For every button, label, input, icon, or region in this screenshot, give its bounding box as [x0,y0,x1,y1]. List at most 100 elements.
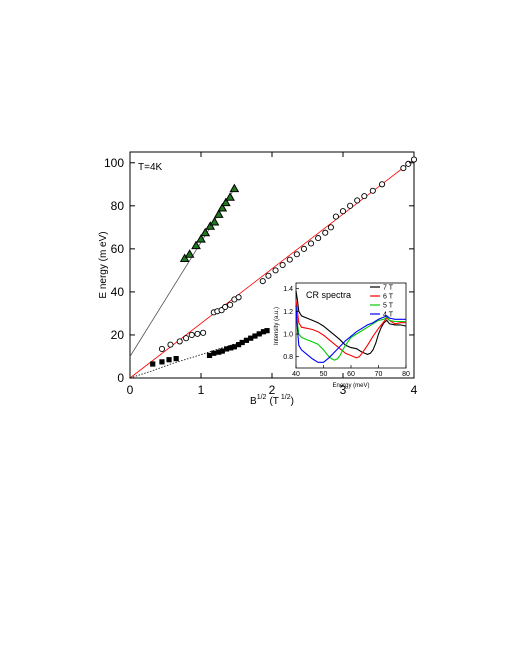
legend-label: 6 T [383,294,394,301]
circle-point [315,235,322,242]
square-point [231,344,237,350]
triangle-point [200,227,211,237]
triangle-point [191,240,201,250]
circle-point [183,335,190,342]
x-unit-close: ) [291,396,294,407]
x-unit-sup: 1/2 [281,394,291,401]
circle-point [378,181,386,188]
triangle-point [179,253,190,263]
circle-point [200,329,207,336]
x-label-sup: 1/2 [257,394,267,401]
inset-title: CR spectra [306,290,351,300]
circle-point [265,272,272,279]
square-point [206,352,213,358]
circle-point [405,160,412,167]
inset-spectra [295,290,407,363]
square-point [252,333,258,339]
circle-point [361,193,368,200]
inset-x-axis-label: Energy (meV) [332,383,369,389]
square-point [239,339,245,346]
triangle-point [225,192,235,201]
spectrum-line [295,299,406,359]
inset-x-tick-label: 50 [320,371,328,378]
circle-point [339,208,347,215]
square-point [211,350,217,356]
square-point [248,335,254,341]
data-markers [150,156,418,367]
legend-label: 5 T [383,303,394,310]
square-point [264,328,270,334]
circle-point [332,213,339,220]
inset-ticks: 40 50 60 70 80 0.8 1.0 1.2 1.4 [283,286,410,378]
square-point [150,361,156,367]
inset-x-tick-label: 60 [347,371,355,378]
circle-point [400,165,407,172]
legend-label: 4 T [383,312,394,319]
x-tick-label: 3 [340,383,347,397]
triangle-point [209,216,220,226]
circle-point [354,197,361,204]
circle-point [293,251,300,258]
x-tick-label: 4 [411,383,418,397]
circle-point [327,224,334,231]
x-label-main: B [250,396,257,407]
inset-y-axis-label: Intensity (a.u.) [274,307,280,345]
circle-point [286,256,293,263]
triangle-point [205,221,216,230]
circle-point [176,338,183,345]
inset-y-tick-label: 1.2 [283,309,293,316]
inset-y-tick-label: 1.4 [283,286,293,293]
square-point [228,345,234,351]
y-tick-label: 0 [117,371,124,385]
inset-x-tick-label: 70 [375,371,383,378]
circle-point [322,229,329,236]
inset-legend: 7 T 6 T 5 T 4 T [370,285,394,319]
spectrum-line [295,305,406,361]
inset-y-tick-label: 0.8 [283,354,293,361]
square-point [260,329,267,335]
spectrum-line [295,290,407,355]
circle-point [272,267,279,274]
circle-point [259,278,266,285]
circle-point [279,261,286,269]
circle-point [167,341,174,348]
x-tick-label: 0 [127,383,134,397]
square-point [243,337,250,343]
square-point [236,342,242,348]
circle-point [222,303,229,311]
triangle-point [196,234,206,243]
inset-x-tick-label: 80 [402,371,410,378]
spectrum-line [295,305,406,363]
square-point [166,357,172,363]
circle-point [227,301,234,308]
circle-point [235,294,242,301]
square-point [219,348,225,354]
square-point [159,359,165,365]
x-unit-open: (T [269,396,278,407]
triangle-point [184,249,195,258]
inset-x-tick-label: 40 [292,371,300,378]
triangle-point [229,183,240,193]
circle-point [369,187,376,194]
circle-point [188,331,195,339]
triangle-point [213,209,224,218]
x-tick-label: 2 [269,383,276,397]
circle-point [194,330,201,337]
legend-label: 7 T [383,285,394,292]
triangle-point [220,197,231,207]
x-tick-label: 1 [198,383,205,397]
y-tick-label: 80 [111,199,125,213]
inset-background [296,283,406,368]
circle-point [300,245,308,252]
inset-plot: 40 50 60 70 80 0.8 1.0 1.2 1.4 CR spectra Intens… [274,282,410,389]
square-point [173,356,179,362]
square-point [256,331,262,337]
circle-point [410,156,418,163]
y-tick-label: 100 [104,156,124,170]
circle-point [347,202,354,209]
y-axis-label: E nergy (m eV) [98,231,109,298]
y-tick-label: 20 [111,328,125,342]
